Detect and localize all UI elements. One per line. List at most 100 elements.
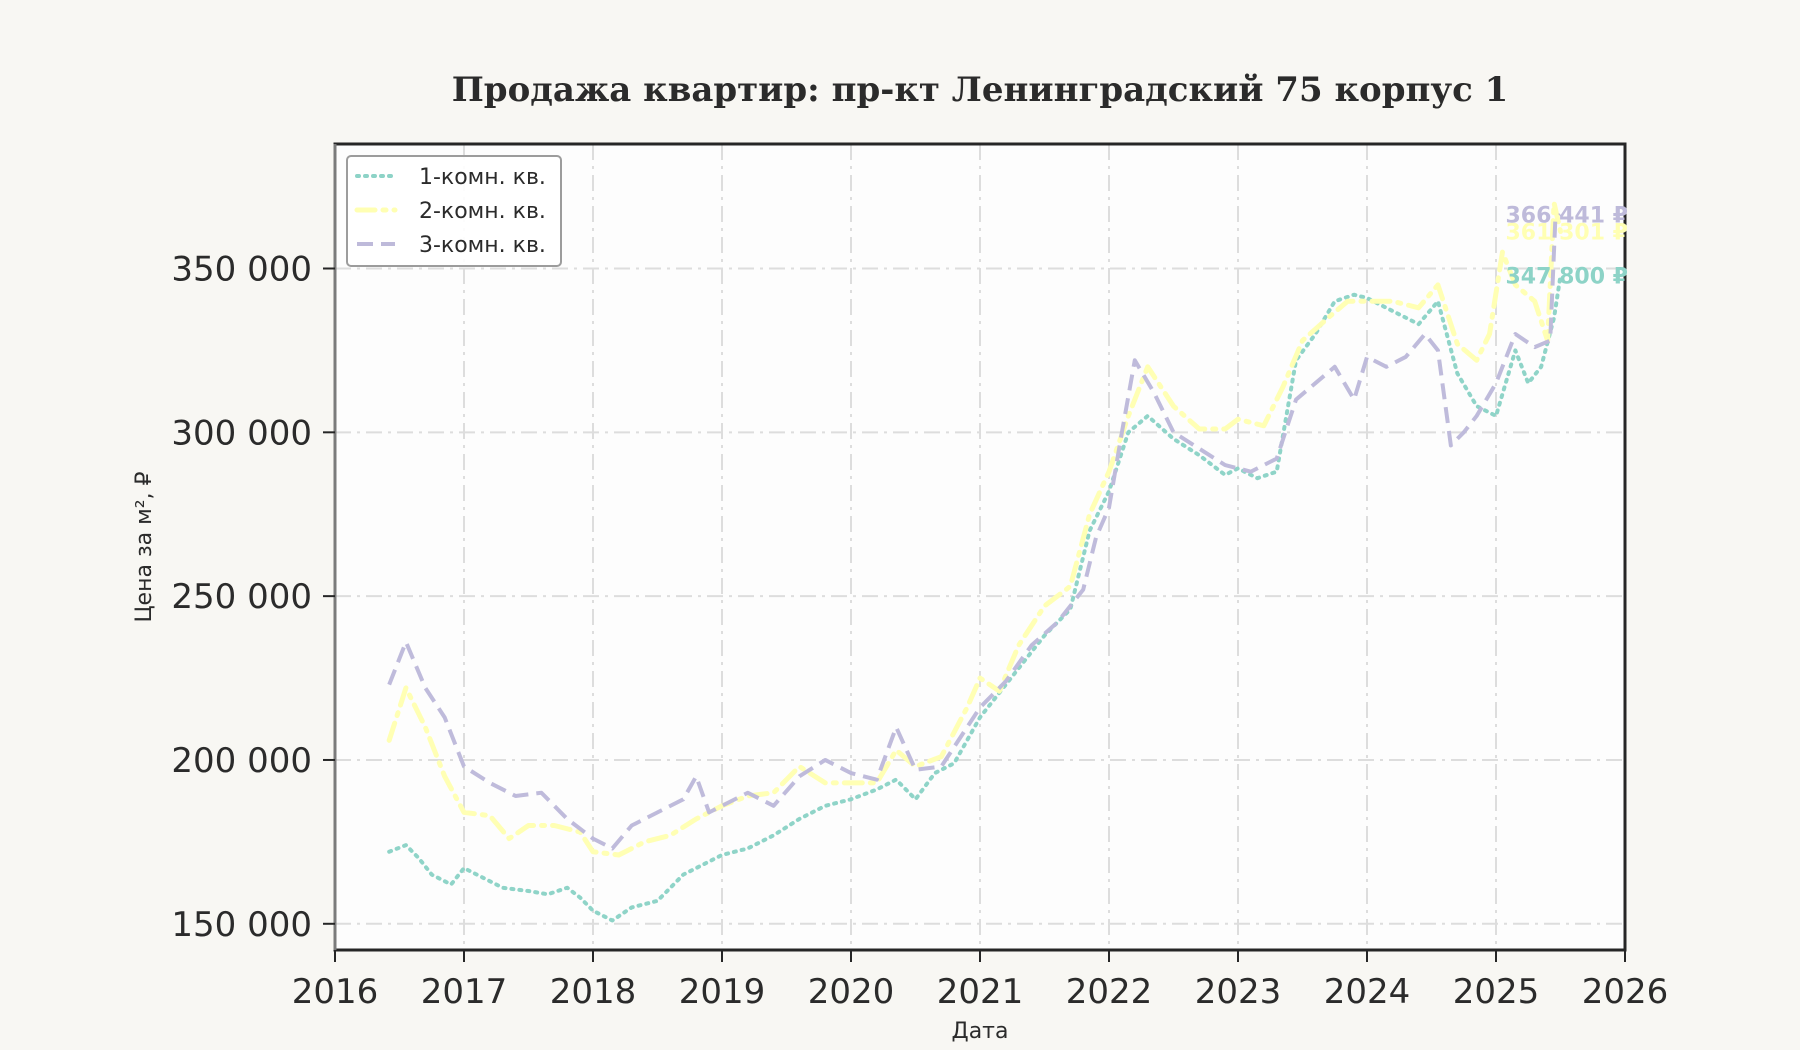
- series-0-point-16: [682, 873, 685, 876]
- series-0-point-3: [430, 873, 433, 876]
- series-0-point-25: [895, 778, 898, 781]
- series-2-point-12: [656, 811, 659, 814]
- x-tick-label-2016: 2016: [292, 972, 379, 1012]
- series-2-point-55: [1514, 333, 1517, 336]
- series-1-point-23: [914, 765, 917, 768]
- plot-area: 2016 2017 2018 2019 2020 2021 2022 2023 2024 2025…: [171, 142, 1668, 1012]
- x-tick-label-2021: 2021: [937, 972, 1024, 1012]
- series-1-point-33: [1127, 414, 1130, 417]
- series-1-point-10: [592, 850, 595, 853]
- series-2-point-16: [721, 804, 724, 807]
- series-1-point-13: [669, 834, 672, 837]
- series-0-point-36: [1127, 431, 1130, 434]
- x-axis-label: Дата: [952, 1019, 1009, 1044]
- series-end-label-2: 366 441 ₽: [1506, 204, 1628, 229]
- y-tick-label-1: 200 000: [171, 741, 312, 781]
- series-2-point-6: [514, 795, 517, 798]
- series-1-point-40: [1282, 385, 1285, 388]
- series-2-point-29: [1030, 644, 1033, 647]
- series-2-point-45: [1353, 398, 1356, 401]
- series-1-point-14: [695, 817, 698, 820]
- legend-label-0: 1-комн. кв.: [419, 165, 546, 190]
- series-0-point-9: [546, 893, 549, 896]
- series-0-point-39: [1198, 454, 1201, 457]
- series-2-point-11: [630, 824, 633, 827]
- series-1-point-38: [1237, 418, 1240, 421]
- series-1-point-0: [388, 739, 391, 742]
- series-2-point-33: [1108, 506, 1111, 509]
- series-0-point-52: [1456, 372, 1459, 375]
- series-layer: [386, 200, 1563, 923]
- series-2-point-57: [1549, 339, 1552, 342]
- series-2-point-27: [979, 706, 982, 709]
- series-0-point-20: [772, 834, 775, 837]
- y-axis-label: Цена за м², ₽: [132, 471, 157, 622]
- end-label-layer: 347 800 ₽ 361 301 ₽366 441 ₽: [1506, 204, 1628, 290]
- series-0-point-38: [1172, 437, 1175, 440]
- series-2-point-19: [798, 775, 801, 778]
- series-2-point-31: [1082, 588, 1085, 591]
- series-2-point-25: [940, 765, 943, 768]
- series-2-point-42: [1295, 398, 1298, 401]
- series-0-point-50: [1417, 323, 1420, 326]
- series-1-point-5: [488, 814, 491, 817]
- x-tick-label-2018: 2018: [550, 972, 637, 1012]
- series-0-point-0: [388, 850, 391, 853]
- legend-label-2: 3-комн. кв.: [419, 233, 546, 258]
- legend-label-1: 2-комн. кв.: [419, 199, 546, 224]
- series-1-point-11: [617, 853, 620, 856]
- series-1-point-53: [1533, 300, 1536, 303]
- series-2-point-22: [875, 778, 878, 781]
- x-tick-label-2020: 2020: [808, 972, 895, 1012]
- series-2-point-30: [1056, 621, 1059, 624]
- series-1-point-32: [1108, 470, 1111, 473]
- series-end-label-0: 347 800 ₽: [1506, 265, 1628, 290]
- series-line-0: [387, 273, 1563, 923]
- series-1-point-51: [1501, 251, 1504, 254]
- series-2-point-32: [1095, 536, 1098, 539]
- series-1-point-7: [527, 824, 530, 827]
- series-2-point-37: [1172, 431, 1175, 434]
- series-1-point-49: [1475, 359, 1478, 362]
- series-2-point-49: [1424, 333, 1427, 336]
- series-2-point-41: [1275, 457, 1278, 460]
- series-1-point-29: [1043, 604, 1046, 607]
- series-1-point-20: [850, 781, 853, 784]
- series-0-point-8: [527, 890, 530, 893]
- series-2-point-53: [1475, 414, 1478, 417]
- series-0-point-17: [701, 863, 704, 866]
- series-1-point-34: [1146, 365, 1149, 368]
- series-2-point-13: [682, 798, 685, 801]
- series-2-point-14: [695, 775, 698, 778]
- series-0-point-46: [1333, 300, 1336, 303]
- series-2-point-9: [592, 837, 595, 840]
- x-tick-label-2017: 2017: [421, 972, 508, 1012]
- series-0-point-37: [1146, 414, 1149, 417]
- series-0-point-4: [450, 883, 453, 886]
- series-2-point-18: [772, 804, 775, 807]
- x-tick-label-2025: 2025: [1453, 972, 1540, 1012]
- tick-layer: 2016 2017 2018 2019 2020 2021 2022 2023 2024 2025…: [171, 250, 1668, 1012]
- series-1-point-12: [643, 840, 646, 843]
- series-end-label-1: 361 301 ₽: [1506, 220, 1628, 245]
- series-2-point-15: [708, 811, 711, 814]
- series-2-point-40: [1249, 470, 1252, 473]
- series-0-point-23: [850, 798, 853, 801]
- series-0-point-40: [1224, 473, 1227, 476]
- series-1-point-4: [463, 811, 466, 814]
- series-0-point-13: [611, 919, 614, 922]
- series-2-point-36: [1153, 392, 1156, 395]
- series-0-point-19: [746, 847, 749, 850]
- series-2-point-50: [1436, 349, 1439, 352]
- series-0-point-7: [501, 886, 504, 889]
- y-tick-label-3: 300 000: [171, 413, 312, 453]
- series-0-point-55: [1514, 349, 1517, 352]
- series-1-point-44: [1366, 300, 1369, 303]
- series-2-point-54: [1495, 382, 1498, 385]
- series-1-point-43: [1346, 300, 1349, 303]
- series-2-point-51: [1449, 444, 1452, 447]
- series-0-point-5: [463, 867, 466, 870]
- series-2-point-44: [1333, 365, 1336, 368]
